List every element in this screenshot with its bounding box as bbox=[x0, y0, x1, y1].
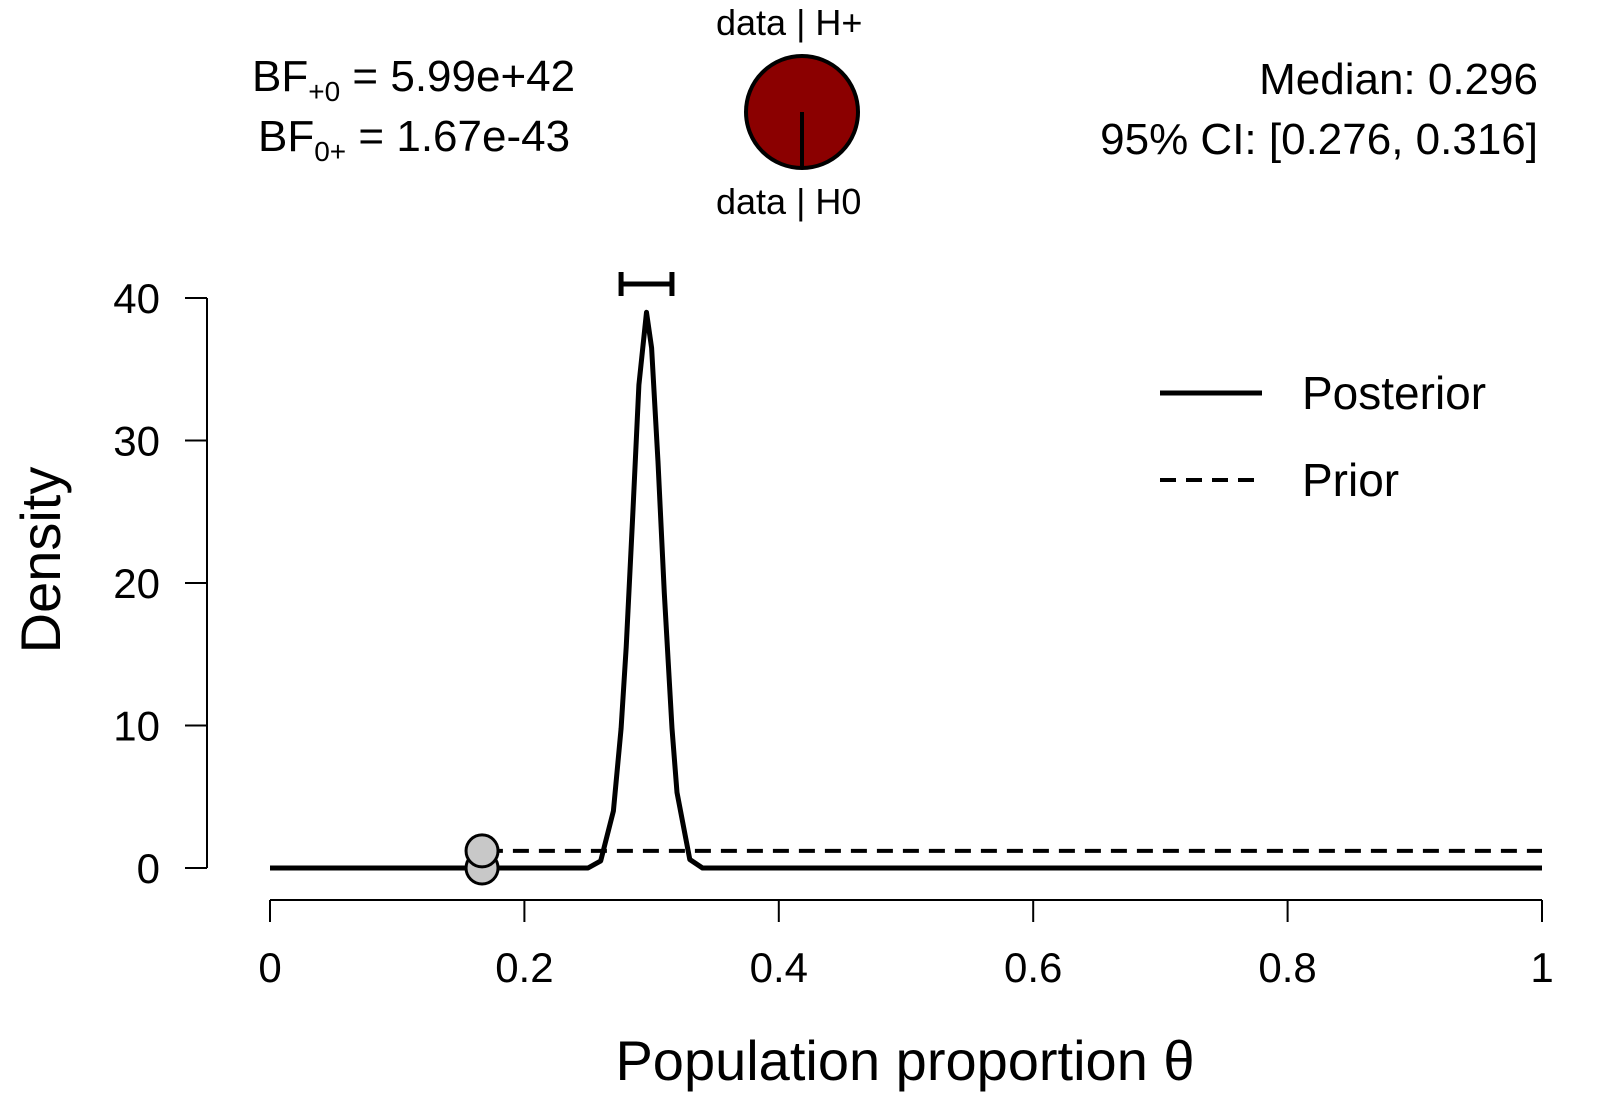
x-tick-label: 0.6 bbox=[1004, 944, 1062, 991]
bf10-label: BF bbox=[252, 52, 309, 101]
x-tick-label: 0 bbox=[258, 944, 281, 991]
median-text: Median: 0.296 bbox=[1259, 55, 1538, 104]
y-tick-label: 10 bbox=[113, 703, 160, 750]
y-tick-label: 20 bbox=[113, 560, 160, 607]
legend-label: Prior bbox=[1302, 454, 1399, 506]
prior-line bbox=[270, 848, 1542, 870]
x-tick-label: 0.2 bbox=[495, 944, 553, 991]
x-tick-label: 0.4 bbox=[750, 944, 808, 991]
legend-label: Posterior bbox=[1302, 367, 1486, 419]
equals-sign: = bbox=[352, 52, 379, 101]
bf10-value: 5.99e+42 bbox=[390, 52, 576, 101]
y-tick-label: 0 bbox=[137, 845, 160, 892]
x-axis-label: Population proportion θ bbox=[615, 1029, 1194, 1092]
bf01-text: BF0+ = 1.67e-43 bbox=[258, 112, 570, 168]
bf01-label: BF bbox=[258, 112, 315, 161]
density-point bbox=[464, 833, 500, 869]
bf01-value: 1.67e-43 bbox=[396, 112, 571, 161]
marks-layer bbox=[464, 272, 675, 886]
y-tick-label: 40 bbox=[113, 275, 160, 322]
x-tick-label: 0.8 bbox=[1258, 944, 1316, 991]
ci-text: 95% CI: [0.276, 0.316] bbox=[1100, 115, 1538, 164]
bf10-text: BF+0 = 5.99e+42 bbox=[252, 52, 575, 108]
bf10-subscript: +0 bbox=[308, 76, 341, 107]
legend: Posterior Prior bbox=[1160, 367, 1486, 506]
posterior-line bbox=[270, 309, 1542, 871]
y-tick-label: 30 bbox=[113, 418, 160, 465]
x-tick-label: 1 bbox=[1530, 944, 1553, 991]
pie-chart bbox=[744, 54, 860, 170]
bf01-subscript: 0+ bbox=[314, 136, 347, 167]
equals-sign: = bbox=[358, 112, 385, 161]
y-axis-label: Density bbox=[9, 467, 72, 654]
pie-bottom-label: data | H0 bbox=[716, 181, 862, 222]
pie-top-label: data | H+ bbox=[716, 2, 863, 43]
